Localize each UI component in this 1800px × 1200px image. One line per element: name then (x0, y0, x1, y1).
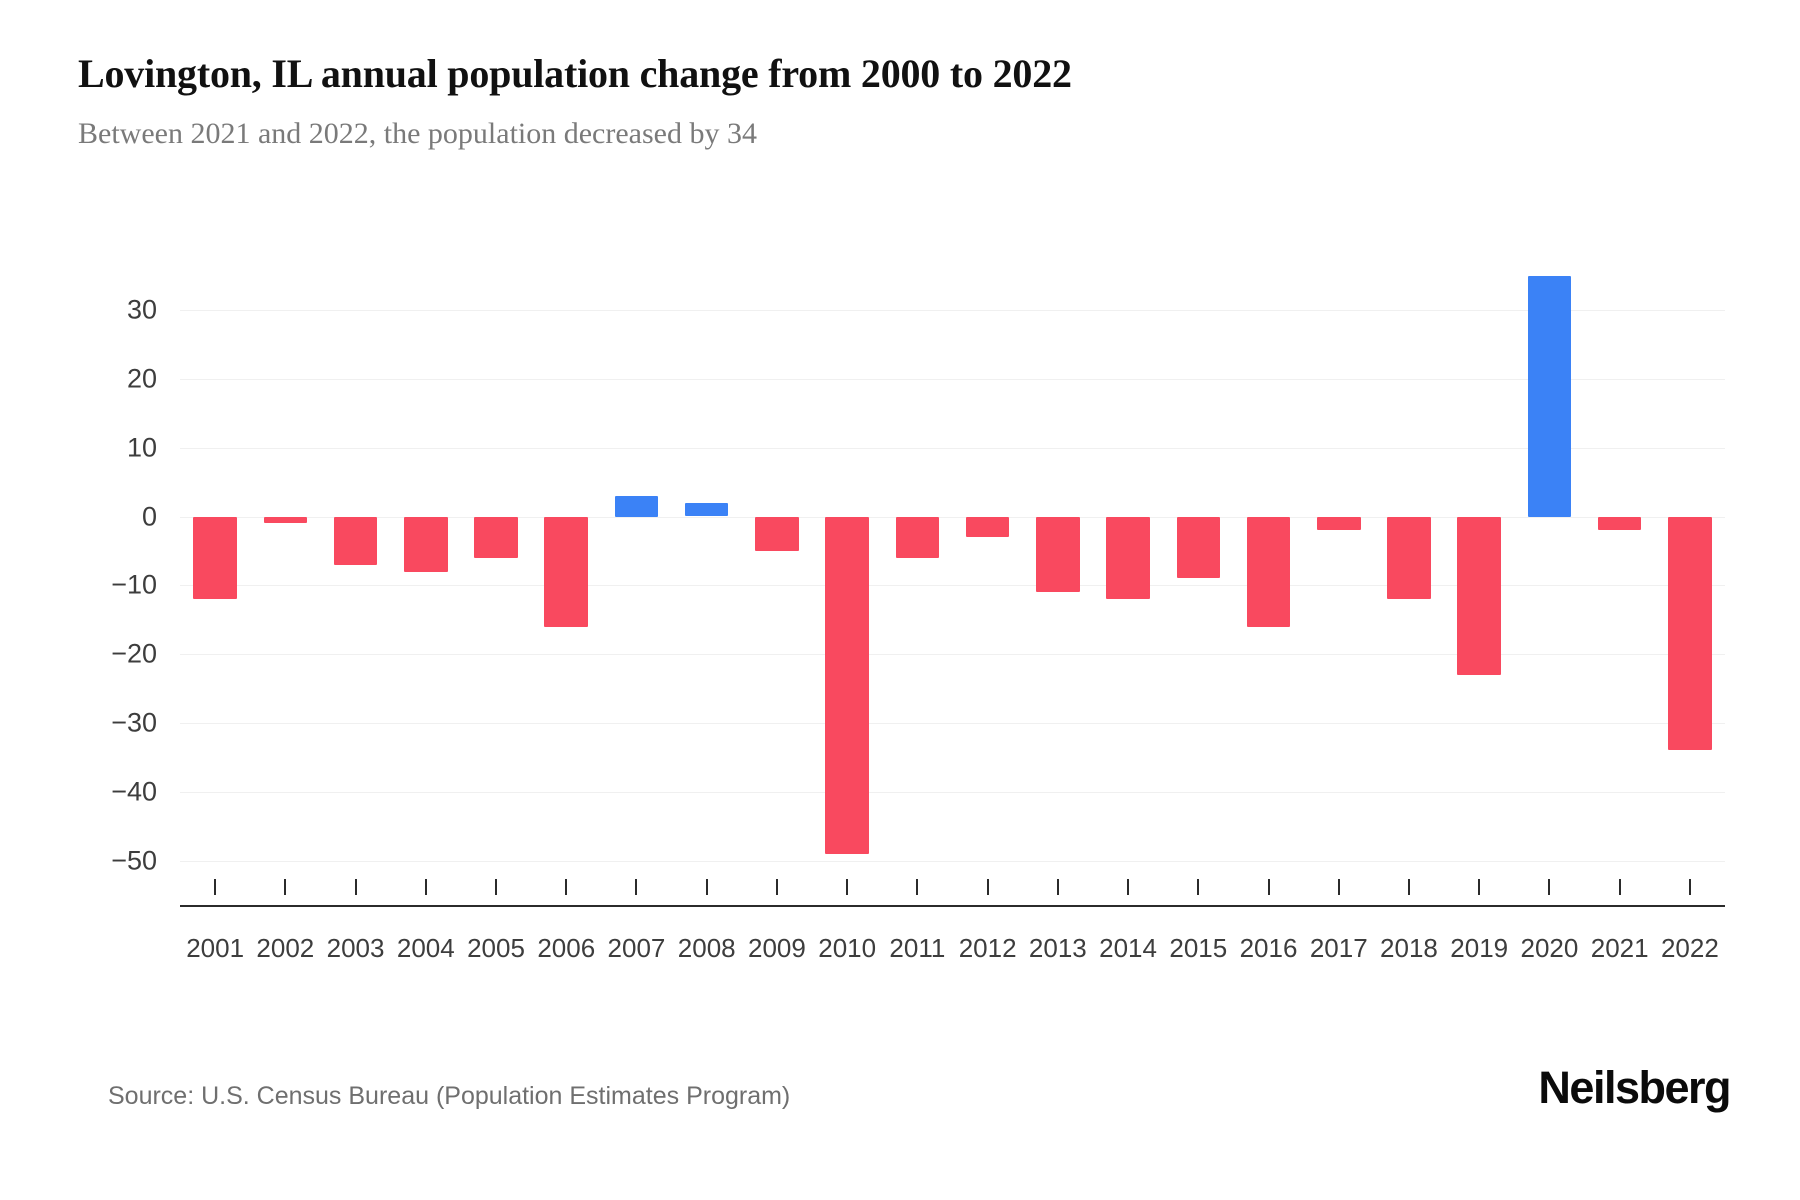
x-axis-tick (1197, 879, 1200, 895)
gridline (180, 310, 1725, 312)
x-axis-tick (284, 879, 287, 895)
x-axis-tick (354, 879, 357, 895)
x-axis-tick-label: 2010 (818, 933, 877, 963)
x-axis-tick-label: 2021 (1590, 933, 1649, 963)
y-axis-tick-label: −20 (111, 638, 157, 669)
x-axis-line (180, 905, 1725, 907)
bar-2015[interactable] (1176, 516, 1221, 579)
x-axis-tick-label: 2007 (607, 933, 666, 963)
bar-2002[interactable] (263, 516, 308, 524)
x-axis-tick-label: 2017 (1309, 933, 1368, 963)
x-axis-tick-label: 2015 (1169, 933, 1228, 963)
x-axis-tick (705, 879, 708, 895)
bar-2016[interactable] (1246, 516, 1291, 627)
x-axis-layer: 2001 2002 2003 2004 2005 2006 2007 2008 2009 2010… (180, 255, 1725, 963)
x-axis-tick (916, 879, 919, 895)
x-axis-tick (986, 879, 989, 895)
page-title: Lovington, IL annual population change f… (78, 51, 1072, 96)
bar-2009[interactable] (755, 516, 799, 551)
y-axis-tick-label: −10 (111, 569, 157, 600)
y-axis-tick-label: −30 (111, 707, 157, 738)
x-axis-tick-label: 2004 (396, 933, 455, 963)
y-axis-tick-label: 20 (126, 363, 157, 394)
bar-2017[interactable] (1316, 516, 1361, 531)
x-axis-tick-label: 2013 (1028, 933, 1087, 963)
y-axis-tick-label: 30 (126, 294, 157, 325)
x-axis-tick-label: 2003 (326, 933, 385, 963)
x-axis-tick (424, 879, 427, 895)
bar-2022[interactable] (1668, 516, 1712, 751)
x-axis-tick-label: 2014 (1099, 933, 1157, 963)
x-axis-tick (1688, 879, 1691, 895)
bar-2003[interactable] (333, 516, 378, 565)
x-axis-tick-label: 2016 (1239, 933, 1298, 963)
x-axis-tick (1618, 879, 1621, 895)
bar-2007[interactable] (614, 495, 659, 517)
bar-2018[interactable] (1387, 516, 1431, 600)
x-axis-tick-label: 2001 (186, 933, 245, 963)
x-axis-tick-label: 2012 (958, 933, 1017, 963)
x-axis-tick-label: 2019 (1450, 933, 1509, 963)
gridline (180, 791, 1725, 793)
bar-2013[interactable] (1036, 516, 1080, 593)
y-axis-tick-label: 0 (141, 501, 157, 531)
x-axis-tick-label: 2008 (677, 933, 736, 963)
x-axis-tick (1407, 879, 1410, 895)
source-note: Source: U.S. Census Bureau (Population E… (108, 1082, 791, 1110)
x-axis-tick (1337, 879, 1340, 895)
x-axis-tick (1548, 879, 1551, 895)
chart-plot-area: 30 20 10 0 −10 −20 −30 −40 −50 2001 2002 2003 2004 2… (111, 255, 1725, 963)
x-axis-tick (1127, 879, 1130, 895)
x-axis-tick (214, 879, 217, 895)
gridlines-layer: 30 20 10 0 −10 −20 −30 −40 −50 (111, 255, 1725, 895)
x-axis-tick (775, 879, 778, 895)
gridline (180, 516, 1725, 518)
x-axis-tick (846, 879, 849, 895)
bar-2006[interactable] (544, 516, 588, 627)
bar-2020[interactable] (1527, 275, 1572, 517)
x-axis-tick-label: 2022 (1660, 933, 1719, 963)
y-axis-tick-label: −40 (111, 776, 157, 807)
bar-2012[interactable] (965, 516, 1010, 538)
gridline (180, 378, 1725, 380)
x-axis-tick (635, 879, 638, 895)
gridline (180, 447, 1725, 449)
x-axis-tick (1267, 879, 1270, 895)
gridline (180, 585, 1725, 587)
bar-2005[interactable] (474, 516, 518, 558)
gridline (180, 860, 1725, 862)
chart-subtitle: Between 2021 and 2022, the population de… (78, 117, 757, 150)
x-axis-tick-label: 2018 (1380, 933, 1438, 963)
x-axis-tick-label: 2002 (256, 933, 315, 963)
bar-2014[interactable] (1106, 516, 1150, 600)
bar-2008[interactable] (684, 502, 729, 517)
brand-logo: Neilsberg (1538, 1062, 1731, 1113)
x-axis-tick (495, 879, 498, 895)
x-axis-tick-label: 2005 (467, 933, 525, 963)
bar-2011[interactable] (895, 516, 940, 558)
x-axis-tick (1478, 879, 1481, 895)
bar-2021[interactable] (1597, 516, 1642, 531)
x-axis-tick (565, 879, 568, 895)
x-axis-tick (1056, 879, 1059, 895)
x-axis-tick-label: 2011 (889, 933, 946, 963)
x-axis-tick-label: 2006 (537, 933, 596, 963)
x-axis-tick-label: 2020 (1520, 933, 1579, 963)
chart-header: Lovington, IL annual population change f… (78, 48, 1678, 154)
x-axis-tick-label: 2009 (748, 933, 806, 963)
bars-layer (180, 255, 1725, 895)
bar-2019[interactable] (1457, 516, 1501, 675)
gridline (180, 722, 1725, 724)
y-axis-tick-label: −50 (111, 845, 157, 876)
bar-2004[interactable] (404, 516, 448, 572)
bar-2001[interactable] (193, 516, 237, 600)
bar-2010[interactable] (825, 516, 869, 854)
gridline (180, 654, 1725, 656)
y-axis-tick-label: 10 (126, 432, 157, 463)
